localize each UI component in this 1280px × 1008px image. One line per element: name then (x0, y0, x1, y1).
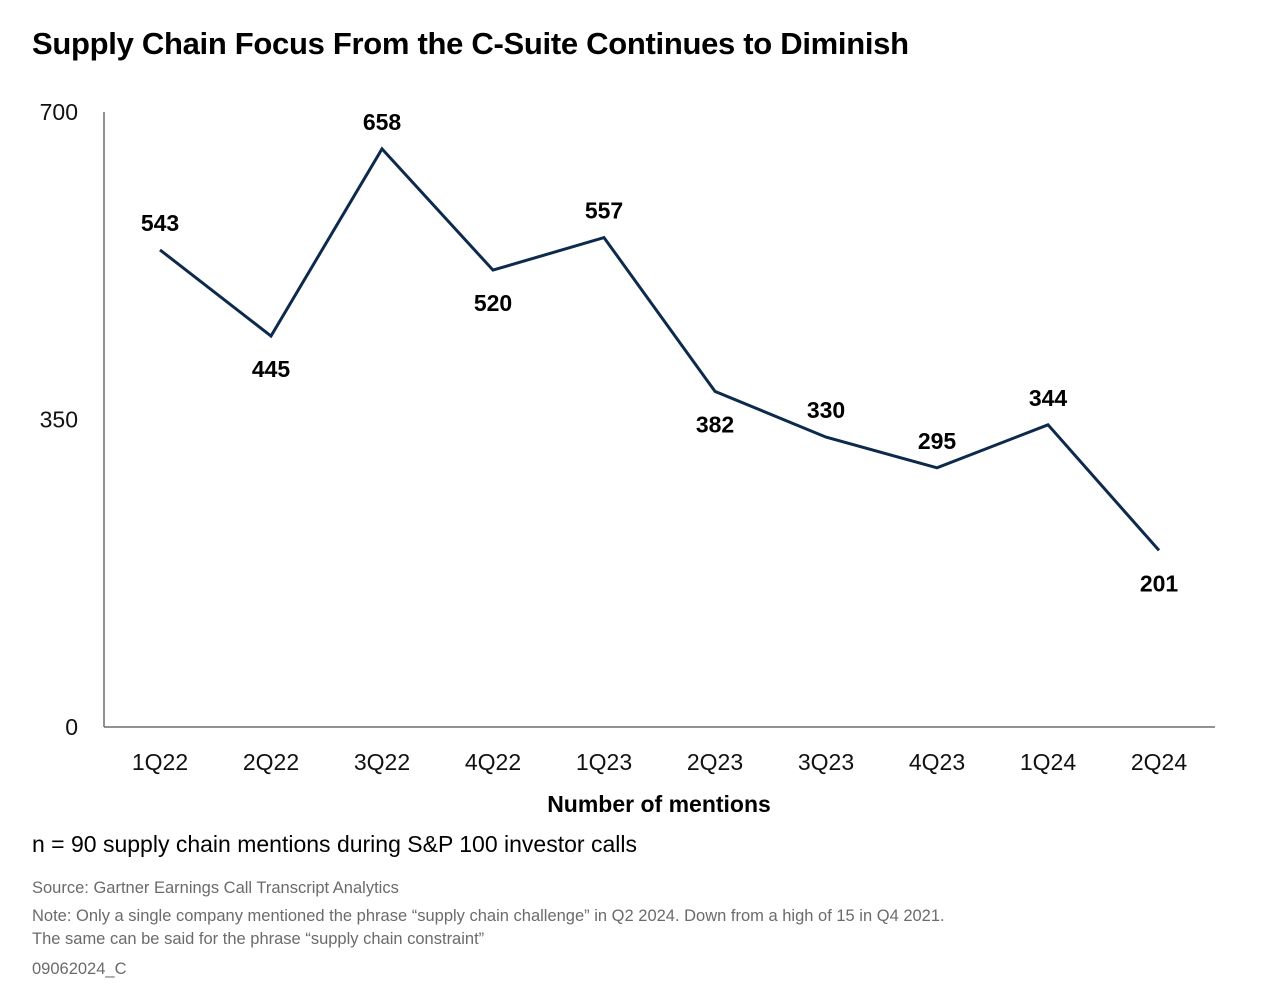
x-tick-label: 3Q23 (798, 749, 854, 775)
data-label: 344 (1029, 385, 1068, 411)
x-tick-label: 4Q23 (909, 749, 965, 775)
chart-title: Supply Chain Focus From the C-Suite Cont… (32, 26, 909, 61)
x-axis-title: Number of mentions (547, 791, 771, 817)
source-note: Source: Gartner Earnings Call Transcript… (32, 879, 399, 897)
y-tick-label: 700 (40, 99, 78, 125)
data-label: 658 (363, 109, 402, 135)
data-labels: 543 445 658 520 557 382 330 295 344 201 (141, 109, 1179, 597)
x-tick-label: 2Q22 (243, 749, 299, 775)
data-label: 520 (474, 290, 512, 316)
data-label: 382 (696, 411, 734, 437)
sample-size-note: n = 90 supply chain mentions during S&P … (32, 831, 637, 857)
axes (103, 112, 1215, 728)
x-tick-label: 2Q24 (1131, 749, 1187, 775)
footnote-line-1: Note: Only a single company mentioned th… (32, 907, 945, 925)
y-tick-label: 350 (40, 407, 78, 433)
x-tick-labels: 1Q22 2Q22 3Q22 4Q22 1Q23 2Q23 3Q23 4Q23 1Q24 2Q24 (132, 749, 1187, 775)
x-tick-label: 3Q22 (354, 749, 410, 775)
x-tick-label: 4Q22 (465, 749, 521, 775)
data-label: 543 (141, 210, 179, 236)
y-tick-label: 0 (65, 714, 78, 740)
series-line (159, 146, 1161, 552)
x-tick-label: 2Q23 (687, 749, 743, 775)
data-label: 295 (918, 428, 957, 454)
data-label: 330 (807, 397, 845, 423)
x-tick-label: 1Q22 (132, 749, 188, 775)
data-label: 201 (1140, 570, 1179, 596)
x-tick-label: 1Q24 (1020, 749, 1076, 775)
y-tick-labels: 0 350 700 (40, 99, 78, 740)
x-tick-label: 1Q23 (576, 749, 632, 775)
line-chart: 0 350 700 1Q22 2Q22 3Q22 4Q22 1Q23 2Q23 3Q23 4Q23… (40, 99, 1215, 817)
figure-code: 09062024_C (32, 960, 127, 978)
data-label: 445 (252, 356, 291, 382)
footnote-line-2: The same can be said for the phrase “sup… (32, 930, 485, 948)
data-label: 557 (585, 198, 623, 224)
